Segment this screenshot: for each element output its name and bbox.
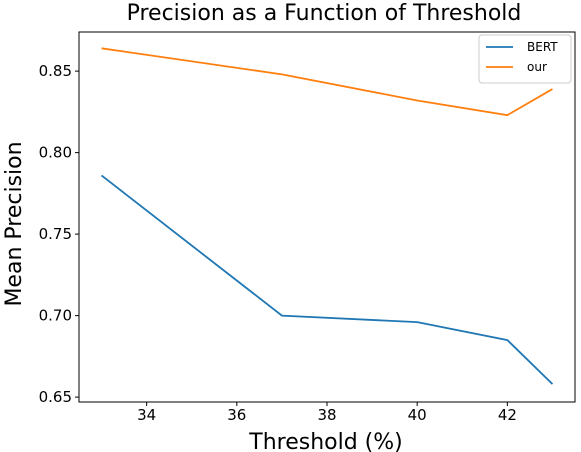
plot-area: 34 36 38 40 42 0.65 0.70 0.75 0.80 0.85 — [39, 31, 576, 424]
legend-label-bert: BERT — [527, 40, 558, 54]
y-axis-label: Mean Precision — [2, 141, 27, 306]
legend-label-our: our — [527, 60, 547, 74]
our-series-line — [101, 47, 553, 117]
x-tick-label: 40 — [408, 406, 427, 424]
y-tick-label: 0.75 — [39, 225, 72, 243]
x-tick-label: 36 — [227, 406, 246, 424]
plot-frame — [78, 31, 576, 403]
x-tick-label: 34 — [137, 406, 156, 424]
chart-title: Precision as a Function of Threshold — [127, 1, 522, 26]
y-tick-label: 0.70 — [39, 307, 72, 325]
x-axis-label: Threshold (%) — [248, 430, 402, 452]
x-tick-label: 38 — [317, 406, 336, 424]
x-tick-label: 42 — [498, 406, 517, 424]
y-tick-label: 0.85 — [39, 62, 72, 80]
bert-series-line — [100, 174, 554, 385]
y-tick-label: 0.65 — [39, 388, 72, 406]
legend: BERT our — [478, 34, 572, 84]
y-tick-label: 0.80 — [39, 144, 72, 162]
